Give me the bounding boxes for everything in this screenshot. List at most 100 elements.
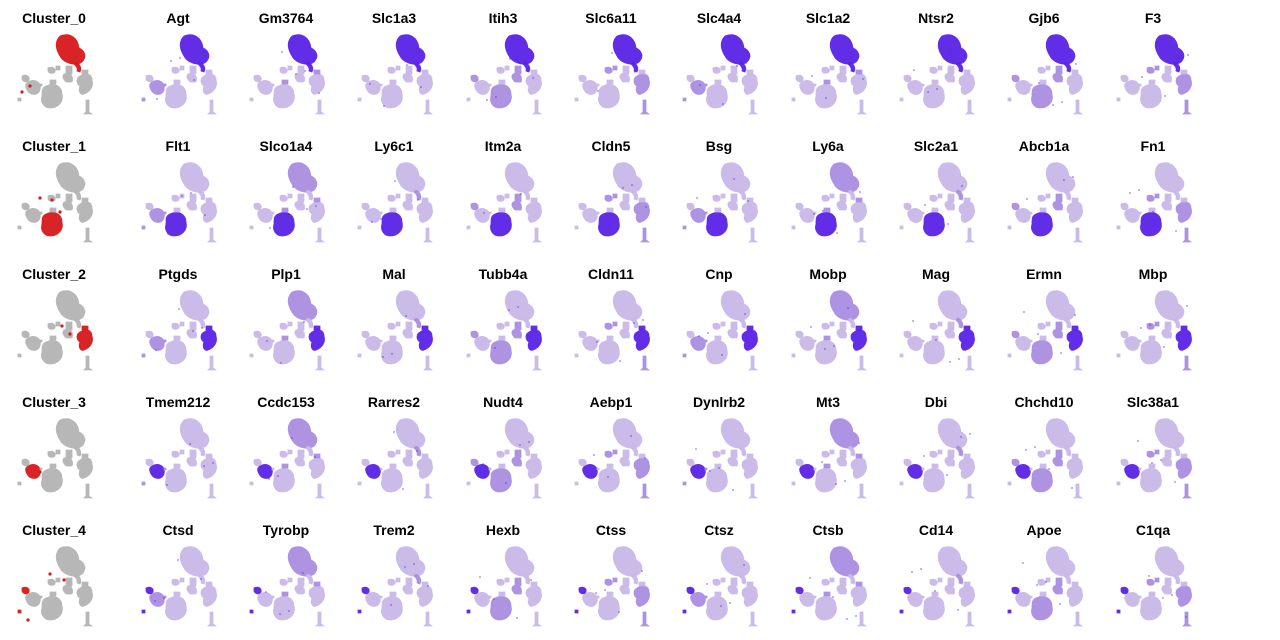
expression-cell-point xyxy=(416,450,418,452)
expression-cell-point xyxy=(1022,562,1024,564)
cell-cluster-region xyxy=(498,79,506,85)
gene-panel: Mobp xyxy=(774,256,882,384)
cell-cluster-region xyxy=(821,321,835,330)
gene-panel: Gm3764 xyxy=(232,0,340,128)
expression-cell-point xyxy=(736,65,738,67)
cell-cluster-region xyxy=(357,225,362,230)
gene-title: Bsg xyxy=(705,138,733,154)
cell-cluster-region xyxy=(361,586,370,595)
expression-embedding-plot xyxy=(357,34,434,115)
cell-cluster-region xyxy=(402,577,413,595)
gene-panel: Rarres2 xyxy=(340,384,448,512)
cluster-embedding-plot xyxy=(17,546,94,627)
cell-cluster-region xyxy=(76,457,93,479)
cell-cluster-region xyxy=(1037,321,1051,330)
cell-cluster-region xyxy=(41,340,63,365)
expression-cell-point xyxy=(835,483,837,485)
cell-cluster-region xyxy=(313,69,321,75)
expression-cell-point xyxy=(1141,76,1143,78)
expression-cell-point xyxy=(1178,57,1180,59)
cell-cluster-region xyxy=(149,336,165,351)
expression-embedding-plot xyxy=(249,290,326,371)
cell-cluster-region xyxy=(847,317,856,329)
cell-cluster-region xyxy=(574,353,579,358)
cell-cluster-region xyxy=(1146,65,1160,74)
cell-cluster-region xyxy=(714,335,722,341)
gene-panel: Cnp xyxy=(665,256,773,384)
cell-cluster-region xyxy=(929,193,943,202)
gene-title: Gm3764 xyxy=(258,10,314,26)
gene-title: Ly6a xyxy=(812,138,844,154)
expression-embedding-plot xyxy=(1116,34,1193,115)
cell-cluster-region xyxy=(402,65,413,83)
cell-cluster-region xyxy=(899,481,904,486)
cell-cluster-region xyxy=(249,481,254,486)
cell-cluster-region xyxy=(315,99,326,115)
expression-embedding-plot xyxy=(574,290,651,371)
expression-cell-point xyxy=(1164,95,1166,97)
expression-cell-point xyxy=(1162,597,1164,599)
cell-cluster-region xyxy=(423,227,434,243)
cell-cluster-region xyxy=(965,99,976,115)
cell-cluster-region xyxy=(1124,208,1140,223)
cell-cluster-region xyxy=(421,197,429,203)
expression-cell-point xyxy=(1138,189,1140,191)
cell-cluster-region xyxy=(308,73,325,95)
expression-cell-point xyxy=(847,307,849,309)
expression-embedding-plot xyxy=(682,418,759,499)
expression-embedding-plot xyxy=(1007,290,1084,371)
cell-cluster-region xyxy=(145,202,154,211)
expression-cell-point xyxy=(950,50,952,52)
cell-cluster-region xyxy=(923,212,945,237)
cell-cluster-region xyxy=(83,611,94,627)
cell-cluster-region xyxy=(1180,453,1188,459)
expression-cell-point xyxy=(859,191,861,193)
cell-cluster-region xyxy=(1182,227,1193,243)
cell-cluster-region xyxy=(1039,335,1047,341)
cell-cluster-region xyxy=(49,463,57,469)
expression-cell-point xyxy=(390,604,392,606)
expression-cell-point xyxy=(302,572,304,574)
cell-cluster-region xyxy=(413,317,422,329)
expression-cell-point xyxy=(163,597,165,599)
cell-cluster-region xyxy=(857,99,868,115)
cell-cluster-region xyxy=(1073,355,1084,371)
cell-cluster-region xyxy=(466,353,471,358)
expression-cell-point xyxy=(482,463,484,465)
expression-cell-point xyxy=(720,605,722,607)
expression-cell-point xyxy=(371,221,373,223)
cell-cluster-region xyxy=(823,463,831,469)
cell-cluster-region xyxy=(253,458,262,467)
expression-embedding-plot xyxy=(791,34,868,115)
cell-cluster-region xyxy=(173,463,181,469)
cell-cluster-region xyxy=(619,577,630,595)
cell-cluster-region xyxy=(958,73,975,95)
cell-cluster-region xyxy=(55,546,86,577)
expression-cell-point xyxy=(155,349,157,351)
cell-cluster-region xyxy=(511,577,522,595)
gene-title: Fn1 xyxy=(1140,138,1166,154)
cell-cluster-region xyxy=(141,609,146,614)
cell-cluster-region xyxy=(1052,577,1063,595)
cell-cluster-region xyxy=(313,581,321,587)
cell-cluster-region xyxy=(907,80,923,95)
cell-cluster-region xyxy=(799,336,815,351)
cell-cluster-region xyxy=(1182,99,1193,115)
cell-cluster-region xyxy=(1011,458,1020,467)
cell-cluster-region xyxy=(690,336,706,351)
cell-cluster-region xyxy=(836,65,847,83)
cell-cluster-region xyxy=(1045,290,1076,321)
expression-cell-point xyxy=(1075,63,1077,65)
cell-cluster-region xyxy=(308,585,325,607)
cell-cluster-region xyxy=(530,69,538,75)
expression-cell-point xyxy=(732,489,734,491)
expression-cell-point xyxy=(611,52,613,54)
cell-cluster-region xyxy=(525,585,542,607)
cell-cluster-region xyxy=(1120,74,1129,83)
expression-cell-point xyxy=(634,71,636,73)
expression-cell-point xyxy=(428,334,430,336)
cell-cluster-region xyxy=(596,83,600,87)
cell-cluster-region xyxy=(402,193,413,211)
cell-cluster-region xyxy=(907,208,923,223)
expression-cell-point xyxy=(291,437,293,439)
